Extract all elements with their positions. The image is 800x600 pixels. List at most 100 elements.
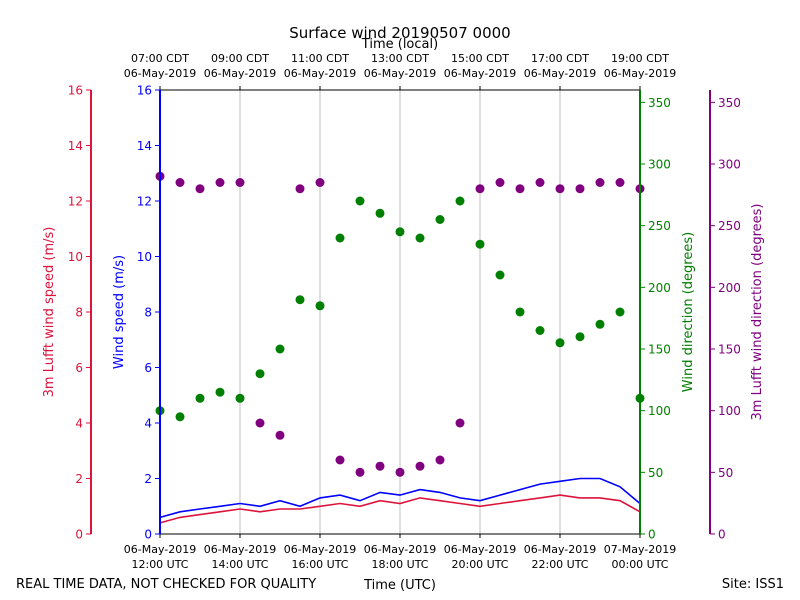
wind-speed-axis-tick-label: 4 — [144, 417, 152, 431]
data-point-lufft_dir — [455, 418, 465, 428]
wind-direction-axis-tick-label: 200 — [648, 281, 671, 295]
data-point-wind_dir — [575, 332, 585, 342]
data-point-lufft_dir — [215, 178, 225, 187]
lufft-direction-axis-tick-label: 200 — [718, 281, 741, 295]
lufft-direction-axis-tick-label: 250 — [718, 219, 741, 233]
data-point-lufft_dir — [615, 178, 625, 187]
lufft-speed-axis-tick-label: 16 — [68, 84, 83, 98]
x-axis-label: Time (UTC) — [363, 578, 436, 593]
x-tick-label-bottom: 06-May-2019 — [364, 543, 436, 556]
x-tick-label-top: 06-May-2019 — [444, 67, 516, 80]
lufft-direction-axis-tick-label: 100 — [718, 404, 741, 418]
lufft-speed-axis-tick-label: 8 — [75, 306, 83, 320]
data-point-wind_dir — [215, 387, 225, 397]
lufft-direction-axis-label: 3m Lufft wind direction (degrees) — [750, 204, 765, 421]
top-axis-label: Time (local) — [361, 37, 438, 52]
data-point-lufft_dir — [295, 184, 305, 194]
x-tick-label-bottom: 12:00 UTC — [131, 558, 188, 571]
data-point-wind_dir — [195, 393, 205, 403]
lufft-speed-axis-label: 3m Lufft wind speed (m/s) — [42, 227, 57, 398]
data-point-lufft_dir — [375, 461, 385, 471]
x-tick-label-bottom: 16:00 UTC — [291, 558, 348, 571]
x-tick-label-top: 07:00 CDT — [131, 52, 189, 65]
data-point-lufft_dir — [255, 418, 265, 428]
data-point-wind_dir — [515, 307, 525, 317]
lufft-direction-axis-tick-label: 300 — [718, 158, 741, 172]
data-point-lufft_dir — [475, 184, 485, 194]
x-tick-label-bottom: 06-May-2019 — [284, 543, 356, 556]
wind-direction-axis-tick-label: 100 — [648, 404, 671, 418]
wind-direction-axis-tick-label: 150 — [648, 343, 671, 357]
lufft-speed-axis-tick-label: 14 — [68, 139, 83, 153]
wind-direction-axis-tick-label: 50 — [648, 466, 663, 480]
lufft-direction-axis-tick-label: 150 — [718, 343, 741, 357]
wind-speed-axis-label: Wind speed (m/s) — [112, 255, 127, 369]
data-point-wind_dir — [615, 307, 625, 317]
wind-speed-axis-tick-label: 10 — [137, 250, 152, 264]
data-point-wind_dir — [555, 338, 565, 348]
x-tick-label-top: 06-May-2019 — [204, 67, 276, 80]
lufft-speed-axis-tick-label: 0 — [75, 528, 83, 542]
chart-title: Surface wind 20190507 0000 — [289, 24, 510, 42]
wind-speed-axis-tick-label: 0 — [144, 528, 152, 542]
data-point-wind_dir — [435, 215, 445, 224]
x-tick-label-bottom: 20:00 UTC — [451, 558, 508, 571]
x-tick-label-top: 06-May-2019 — [524, 67, 596, 80]
data-point-lufft_dir — [595, 178, 605, 187]
data-point-lufft_dir — [235, 178, 245, 187]
data-point-lufft_dir — [435, 455, 445, 465]
x-tick-label-top: 15:00 CDT — [451, 52, 509, 65]
site-label: Site: ISS1 — [722, 577, 784, 592]
data-point-wind_dir — [295, 295, 305, 305]
data-point-lufft_dir — [575, 184, 585, 194]
x-tick-label-top: 13:00 CDT — [371, 52, 429, 65]
data-point-lufft_dir — [395, 467, 405, 477]
series-line-wind_speed — [159, 477, 641, 519]
x-tick-label-bottom: 14:00 UTC — [211, 558, 268, 571]
x-tick-label-bottom: 18:00 UTC — [371, 558, 428, 571]
data-point-lufft_dir — [535, 178, 545, 187]
wind-speed-axis-tick-label: 8 — [144, 306, 152, 320]
wind-speed-axis-tick-label: 6 — [144, 361, 152, 375]
x-tick-label-top: 17:00 CDT — [531, 52, 589, 65]
data-point-lufft_dir — [335, 455, 345, 465]
data-point-wind_dir — [595, 319, 605, 329]
wind-direction-axis-label: Wind direction (degrees) — [681, 232, 696, 392]
data-point-wind_dir — [175, 412, 185, 422]
plot-series — [155, 171, 645, 524]
data-point-lufft_dir — [495, 178, 505, 187]
data-point-wind_dir — [375, 208, 385, 218]
chart-axes: 0 2 4 6 8 10 12 14 16 0 2 4 6 8 10 12 14 16 0 50 100 150 200 25… — [68, 52, 741, 571]
lufft-speed-axis-tick-label: 6 — [75, 361, 83, 375]
lufft-direction-axis-tick-label: 50 — [718, 466, 733, 480]
x-tick-label-bottom: 06-May-2019 — [124, 543, 196, 556]
wind-direction-axis-tick-label: 250 — [648, 219, 671, 233]
data-point-lufft_dir — [415, 461, 425, 471]
data-point-wind_dir — [495, 270, 505, 280]
data-point-wind_dir — [415, 233, 425, 243]
data-point-wind_dir — [335, 233, 345, 243]
data-point-lufft_dir — [515, 184, 525, 194]
vertical-grid — [239, 90, 561, 534]
wind-direction-axis-tick-label: 0 — [648, 528, 656, 542]
data-point-lufft_dir — [315, 178, 325, 187]
lufft-speed-axis-tick-label: 2 — [75, 472, 83, 486]
x-tick-label-bottom: 06-May-2019 — [524, 543, 596, 556]
data-point-lufft_dir — [555, 184, 565, 194]
data-point-wind_dir — [255, 369, 265, 379]
wind-speed-axis-tick-label: 2 — [144, 472, 152, 486]
data-point-wind_dir — [475, 239, 485, 249]
data-point-wind_dir — [455, 196, 465, 206]
x-tick-label-top: 06-May-2019 — [284, 67, 356, 80]
series-line-lufft_speed — [159, 494, 641, 524]
wind-direction-axis-tick-label: 300 — [648, 158, 671, 172]
wind-speed-axis-tick-label: 12 — [137, 195, 152, 209]
lufft-direction-axis-tick-label: 350 — [718, 96, 741, 110]
data-point-wind_dir — [395, 227, 405, 237]
lufft-direction-axis-tick-label: 0 — [718, 528, 726, 542]
lufft-speed-axis-tick-label: 12 — [68, 195, 83, 209]
x-tick-label-top: 09:00 CDT — [211, 52, 269, 65]
data-point-wind_dir — [235, 393, 245, 403]
quality-disclaimer: REAL TIME DATA, NOT CHECKED FOR QUALITY — [16, 577, 316, 592]
